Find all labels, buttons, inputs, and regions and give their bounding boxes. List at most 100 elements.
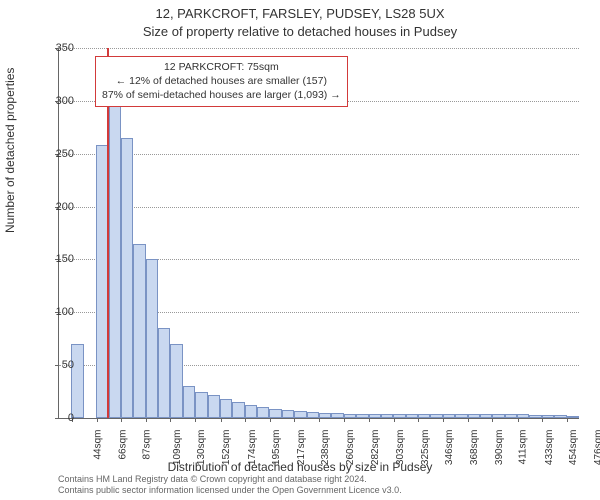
histogram-bar [468, 414, 480, 418]
histogram-bar [208, 395, 220, 418]
y-gridline [59, 207, 579, 208]
histogram-bar [542, 415, 554, 418]
x-tick-label: 346sqm [444, 430, 455, 466]
histogram-bar [430, 414, 442, 418]
histogram-bar [121, 138, 133, 418]
histogram-bar [406, 414, 418, 418]
x-tick [270, 418, 271, 422]
y-tick-label: 100 [34, 306, 74, 318]
histogram-bar [319, 413, 331, 418]
x-tick [319, 418, 320, 422]
y-tick-label: 200 [34, 201, 74, 213]
x-tick-label: 109sqm [172, 430, 183, 466]
x-tick [443, 418, 444, 422]
x-tick-label: 87sqm [141, 430, 152, 460]
histogram-bar [170, 344, 182, 418]
footer-line-2: Contains public sector information licen… [58, 485, 402, 496]
histogram-bar [220, 399, 232, 418]
x-tick [97, 418, 98, 422]
x-tick-label: 476sqm [593, 430, 600, 466]
x-tick-label: 411sqm [518, 430, 529, 465]
histogram-bar [133, 244, 145, 418]
x-tick-label: 152sqm [221, 430, 232, 466]
x-tick [170, 418, 171, 422]
histogram-bar [195, 392, 207, 418]
x-tick [518, 418, 519, 422]
x-tick [394, 418, 395, 422]
x-tick-label: 433sqm [544, 430, 555, 466]
histogram-bar [282, 410, 294, 418]
histogram-bar [344, 414, 356, 418]
annotation-box: 12 PARKCROFT: 75sqm← 12% of detached hou… [95, 56, 348, 107]
histogram-bar [480, 414, 492, 418]
histogram-bar [71, 344, 83, 418]
y-tick-label: 50 [34, 359, 74, 371]
histogram-bar [529, 415, 541, 418]
x-tick [492, 418, 493, 422]
x-tick [221, 418, 222, 422]
histogram-bar [257, 407, 269, 418]
histogram-bar [269, 409, 281, 419]
y-tick-label: 350 [34, 42, 74, 54]
x-tick-label: 130sqm [196, 430, 207, 466]
histogram-bar [356, 414, 368, 418]
x-tick [245, 418, 246, 422]
histogram-bar [331, 413, 343, 418]
histogram-bar [245, 405, 257, 418]
histogram-bar [443, 414, 455, 418]
x-tick-label: 390sqm [494, 430, 505, 466]
x-tick-label: 368sqm [469, 430, 480, 466]
y-gridline [59, 48, 579, 49]
histogram-bar [505, 414, 517, 418]
histogram-bar [492, 414, 504, 418]
annotation-line: 12 PARKCROFT: 75sqm [102, 60, 341, 74]
chart-title-sub: Size of property relative to detached ho… [0, 24, 600, 39]
histogram-bar [381, 414, 393, 418]
x-tick-label: 260sqm [345, 430, 356, 466]
y-tick-label: 250 [34, 148, 74, 160]
x-tick [468, 418, 469, 422]
histogram-bar [567, 416, 579, 418]
x-tick-label: 217sqm [296, 430, 307, 466]
x-tick-label: 303sqm [395, 430, 406, 466]
y-tick-label: 0 [34, 412, 74, 424]
histogram-bar [146, 259, 158, 418]
chart-container: 12, PARKCROFT, FARSLEY, PUDSEY, LS28 5UX… [0, 0, 600, 500]
x-tick-label: 195sqm [271, 430, 282, 466]
y-gridline [59, 154, 579, 155]
histogram-bar [183, 386, 195, 418]
histogram-bar [418, 414, 430, 418]
x-tick [294, 418, 295, 422]
x-tick-label: 325sqm [420, 430, 431, 466]
x-tick [418, 418, 419, 422]
y-axis-label: Number of detached properties [3, 68, 17, 233]
x-tick [369, 418, 370, 422]
histogram-bar [455, 414, 467, 418]
footer-line-1: Contains HM Land Registry data © Crown c… [58, 474, 402, 485]
histogram-bar [158, 328, 170, 418]
histogram-bar [307, 412, 319, 418]
histogram-bar [393, 414, 405, 418]
chart-title-main: 12, PARKCROFT, FARSLEY, PUDSEY, LS28 5UX [0, 6, 600, 21]
x-tick [344, 418, 345, 422]
annotation-line: ← 12% of detached houses are smaller (15… [102, 74, 341, 88]
x-tick-label: 238sqm [320, 430, 331, 466]
histogram-bar [554, 415, 566, 418]
histogram-bar [232, 402, 244, 418]
histogram-bar [294, 411, 306, 418]
x-tick [195, 418, 196, 422]
footer-attribution: Contains HM Land Registry data © Crown c… [58, 474, 402, 497]
x-tick [542, 418, 543, 422]
y-tick-label: 300 [34, 95, 74, 107]
histogram-bar [369, 414, 381, 418]
histogram-bar [517, 414, 529, 418]
histogram-bar [109, 106, 121, 418]
x-tick [567, 418, 568, 422]
x-tick-label: 66sqm [117, 430, 128, 460]
x-tick-label: 44sqm [92, 430, 103, 460]
x-tick-label: 174sqm [247, 430, 258, 466]
y-tick-label: 150 [34, 253, 74, 265]
annotation-line: 87% of semi-detached houses are larger (… [102, 88, 341, 102]
x-tick-label: 282sqm [371, 430, 382, 466]
x-tick [146, 418, 147, 422]
